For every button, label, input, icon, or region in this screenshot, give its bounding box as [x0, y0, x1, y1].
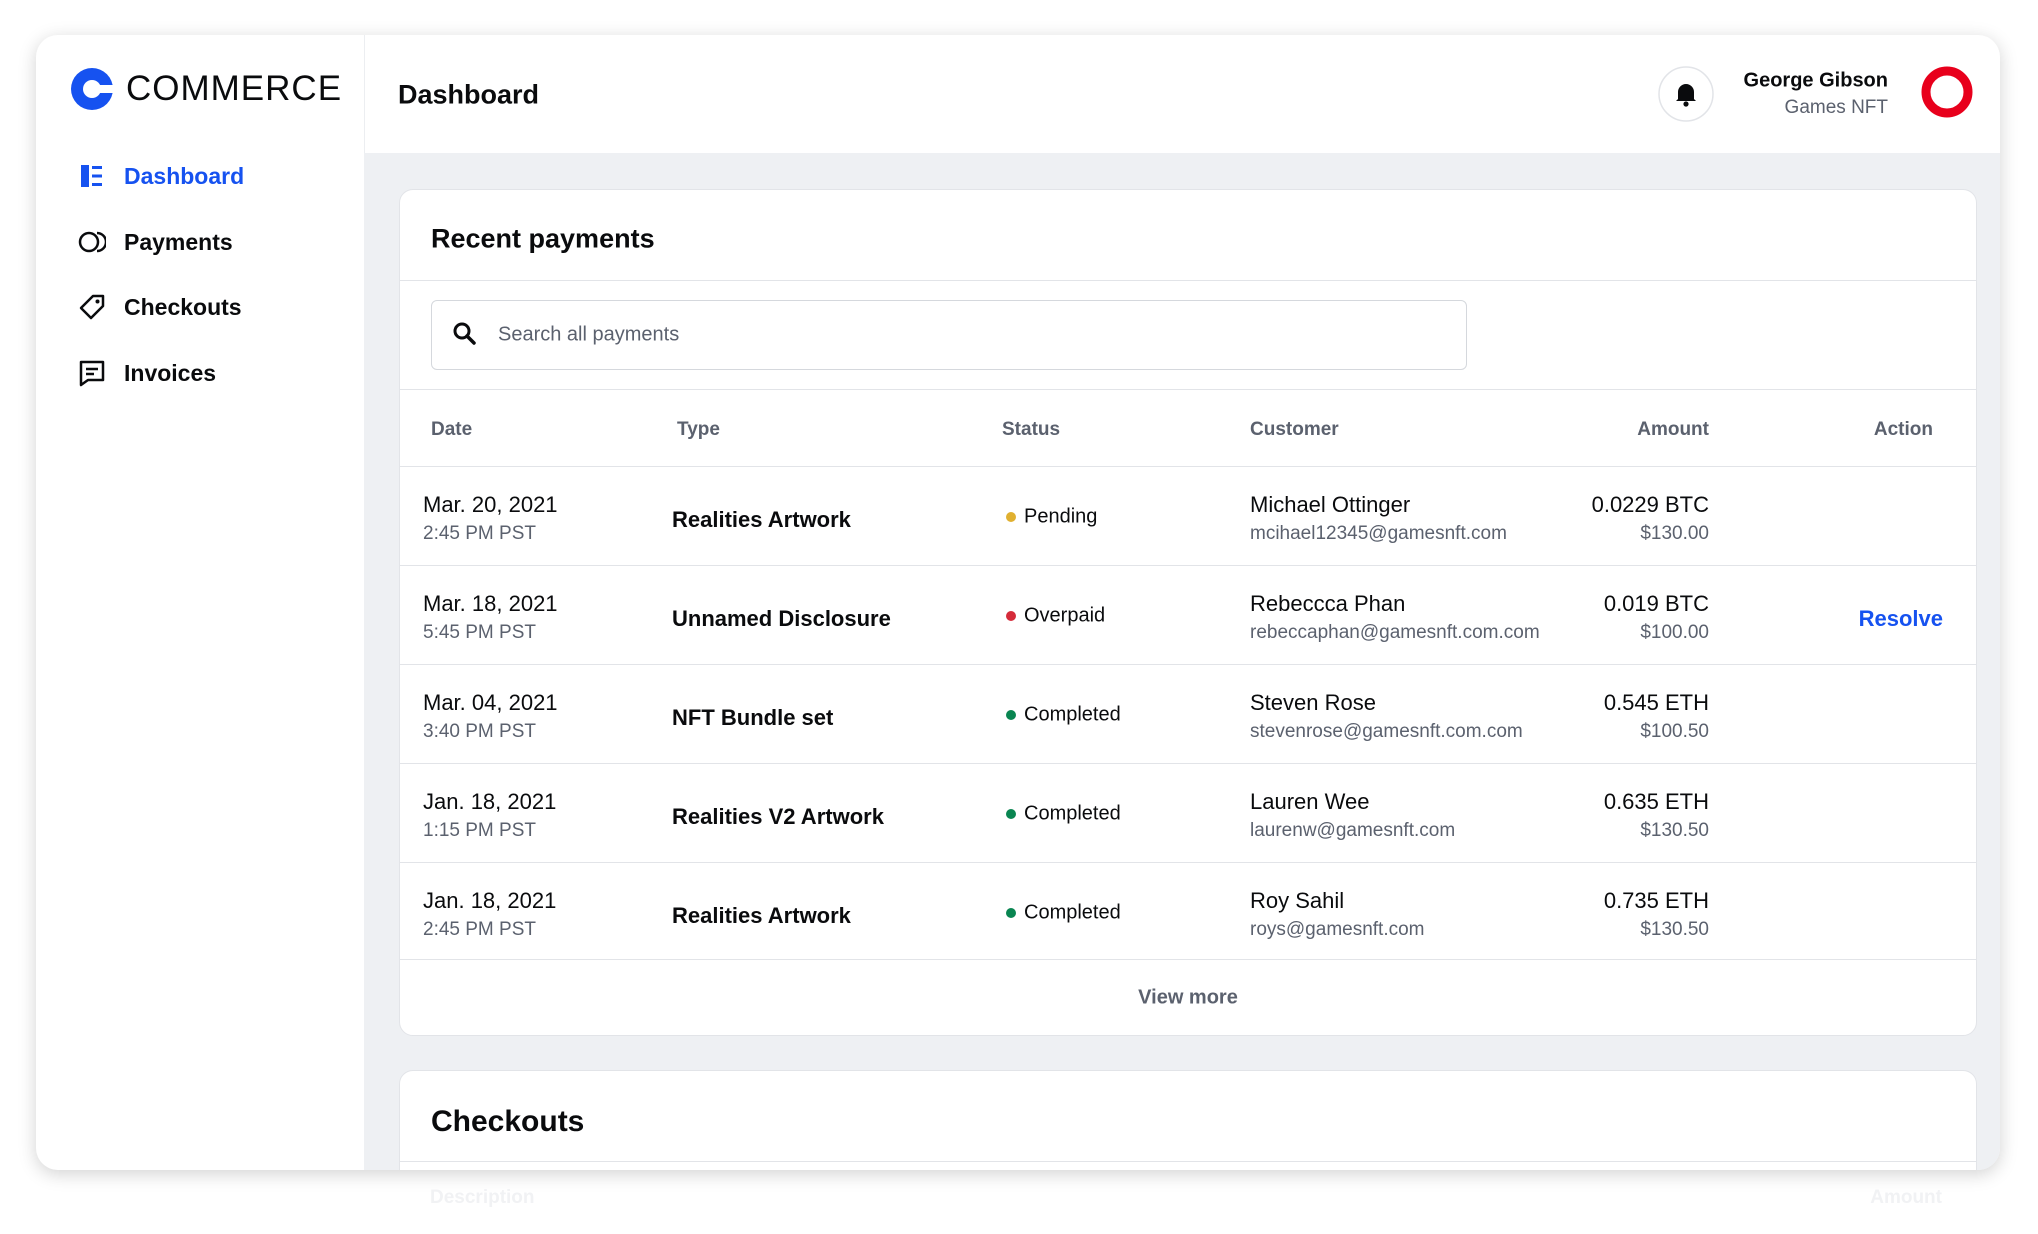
column-header: Description: [430, 1187, 535, 1208]
divider: [400, 1161, 1976, 1162]
column-header: Amount: [1637, 419, 1709, 440]
payment-type: NFT Bundle set: [672, 705, 834, 730]
checkouts-card: Checkouts: [399, 1070, 1977, 1170]
amount-usd: $130.00: [1640, 523, 1709, 544]
amount-crypto: 0.635 ETH: [1603, 789, 1709, 814]
nav-icon: [79, 294, 105, 320]
status-dot: [1006, 809, 1016, 819]
customer-email: rebeccaphan@gamesnft.com.com: [1250, 622, 1540, 643]
search-icon: [453, 322, 476, 345]
notification-button[interactable]: [1657, 65, 1715, 123]
amount-usd: $130.50: [1640, 820, 1709, 841]
user-org: Games NFT: [1784, 97, 1888, 118]
payment-time: 2:45 PM PST: [423, 523, 536, 544]
page-title: Dashboard: [398, 79, 540, 110]
amount-crypto: 0.019 BTC: [1603, 591, 1709, 616]
payment-time: 2:45 PM PST: [423, 919, 536, 940]
payment-type: Realities Artwork: [672, 507, 851, 532]
brand-name: COMMERCE: [126, 69, 343, 108]
payment-date: Jan. 18, 2021: [423, 789, 557, 814]
payment-row: Mar. 04, 2021 3:40 PM PST NFT Bundle set Co…: [400, 664, 1976, 764]
column-header: Amount: [1870, 1187, 1942, 1208]
status-dot: [1006, 710, 1016, 720]
payment-row: Jan. 18, 2021 2:45 PM PST Realities Artwor…: [400, 862, 1976, 962]
search-box[interactable]: Search all payments: [431, 300, 1467, 370]
customer-name: Steven Rose: [1250, 690, 1376, 715]
payment-type: Realities V2 Artwork: [672, 804, 884, 829]
payment-type: Unnamed Disclosure: [672, 606, 891, 631]
payment-row: Mar. 18, 2021 5:45 PM PST Unnamed Disclosu…: [400, 565, 1976, 665]
amount-crypto: 0.735 ETH: [1603, 888, 1709, 913]
payments-card: Recent payments Search all payments Date…: [399, 189, 1977, 1036]
payment-status: Overpaid: [1024, 604, 1106, 627]
view-more-button[interactable]: View more: [1138, 986, 1238, 1009]
customer-email: stevenrose@gamesnft.com.com: [1250, 721, 1523, 742]
divider: [400, 959, 1976, 960]
divider: [400, 280, 1976, 281]
amount-crypto: 0.545 ETH: [1603, 690, 1709, 715]
column-header: Status: [1002, 419, 1061, 440]
status-dot: [1006, 611, 1016, 621]
column-header: Customer: [1250, 419, 1339, 440]
payment-date: Mar. 04, 2021: [423, 690, 558, 715]
customer-email: mcihael12345@gamesnft.com: [1250, 523, 1507, 544]
payment-status: Completed: [1024, 901, 1121, 924]
payment-row: Jan. 18, 2021 1:15 PM PST Realities V2 Art…: [400, 763, 1976, 863]
nav-icon: [79, 360, 105, 387]
nav-item[interactable]: Checkouts: [78, 285, 338, 329]
status-dot: [1006, 908, 1016, 918]
nav-label: Checkouts: [124, 293, 242, 320]
customer-email: roys@gamesnft.com: [1250, 919, 1425, 940]
nav-item[interactable]: Payments: [78, 220, 338, 264]
amount-usd: $100.50: [1640, 721, 1709, 742]
payment-date: Mar. 18, 2021: [423, 591, 558, 616]
divider: [400, 389, 1976, 390]
customer-email: laurenw@gamesnft.com: [1250, 820, 1456, 841]
payment-time: 1:15 PM PST: [423, 820, 536, 841]
customer-name: Lauren Wee: [1250, 789, 1370, 814]
customer-name: Rebeccca Phan: [1250, 591, 1406, 616]
column-header: Action: [1873, 419, 1933, 440]
brand-logo: [71, 68, 114, 110]
nav-label: Invoices: [124, 359, 217, 386]
payment-time: 3:40 PM PST: [423, 721, 536, 742]
user-name: George Gibson: [1743, 69, 1888, 92]
payment-date: Jan. 18, 2021: [423, 888, 557, 913]
amount-usd: $130.50: [1640, 919, 1709, 940]
nav-label: Dashboard: [124, 162, 245, 189]
column-header: Date: [431, 419, 473, 440]
nav-item[interactable]: Invoices: [78, 351, 338, 395]
payment-status: Completed: [1024, 802, 1121, 825]
column-header: Type: [677, 419, 720, 440]
card-title: Recent payments: [431, 223, 655, 254]
payment-time: 5:45 PM PST: [423, 622, 536, 643]
payment-status: Pending: [1024, 505, 1098, 528]
action-button[interactable]: Resolve: [1858, 606, 1943, 631]
app-window: COMMERCE Dashboard Payments Checkouts In…: [36, 35, 2000, 1170]
nav-item[interactable]: Dashboard: [78, 154, 338, 198]
search-placeholder: Search all payments: [498, 323, 680, 346]
content-area: Recent payments Search all payments Date…: [364, 153, 2000, 1170]
card-title: Checkouts: [431, 1105, 585, 1138]
payment-row: Mar. 20, 2021 2:45 PM PST Realities Artwor…: [400, 466, 1976, 566]
nav-icon: [81, 165, 102, 187]
amount-usd: $100.00: [1640, 622, 1709, 643]
payment-type: Realities Artwork: [672, 903, 851, 928]
payment-date: Mar. 20, 2021: [423, 492, 558, 517]
user-avatar[interactable]: [1917, 62, 1977, 122]
payment-status: Completed: [1024, 703, 1121, 726]
nav-label: Payments: [124, 228, 233, 255]
nav-icon: [78, 231, 106, 253]
status-dot: [1006, 512, 1016, 522]
customer-name: Roy Sahil: [1250, 888, 1345, 913]
amount-crypto: 0.0229 BTC: [1591, 492, 1709, 517]
customer-name: Michael Ottinger: [1250, 492, 1411, 517]
